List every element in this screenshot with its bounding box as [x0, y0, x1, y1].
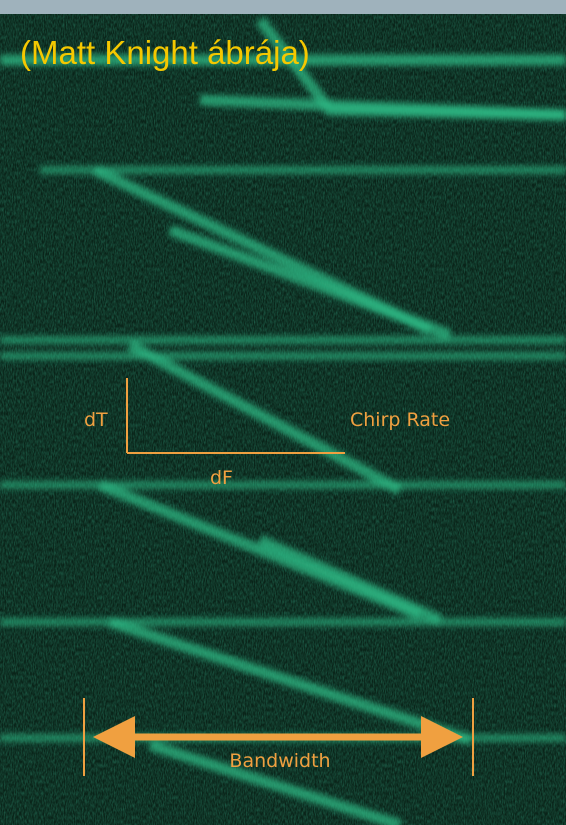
top-strip — [0, 0, 566, 14]
spectrogram: (Matt Knight ábrája) dT dF Chirp Rate Ba… — [0, 0, 566, 825]
chirp-rate-label: Chirp Rate — [350, 409, 450, 431]
page: (Matt Knight ábrája) dT dF Chirp Rate Ba… — [0, 0, 566, 825]
bandwidth-label: Bandwidth — [229, 750, 330, 772]
caption: (Matt Knight ábrája) — [20, 34, 310, 71]
dt-label: dT — [84, 409, 108, 431]
df-label: dF — [210, 467, 233, 489]
